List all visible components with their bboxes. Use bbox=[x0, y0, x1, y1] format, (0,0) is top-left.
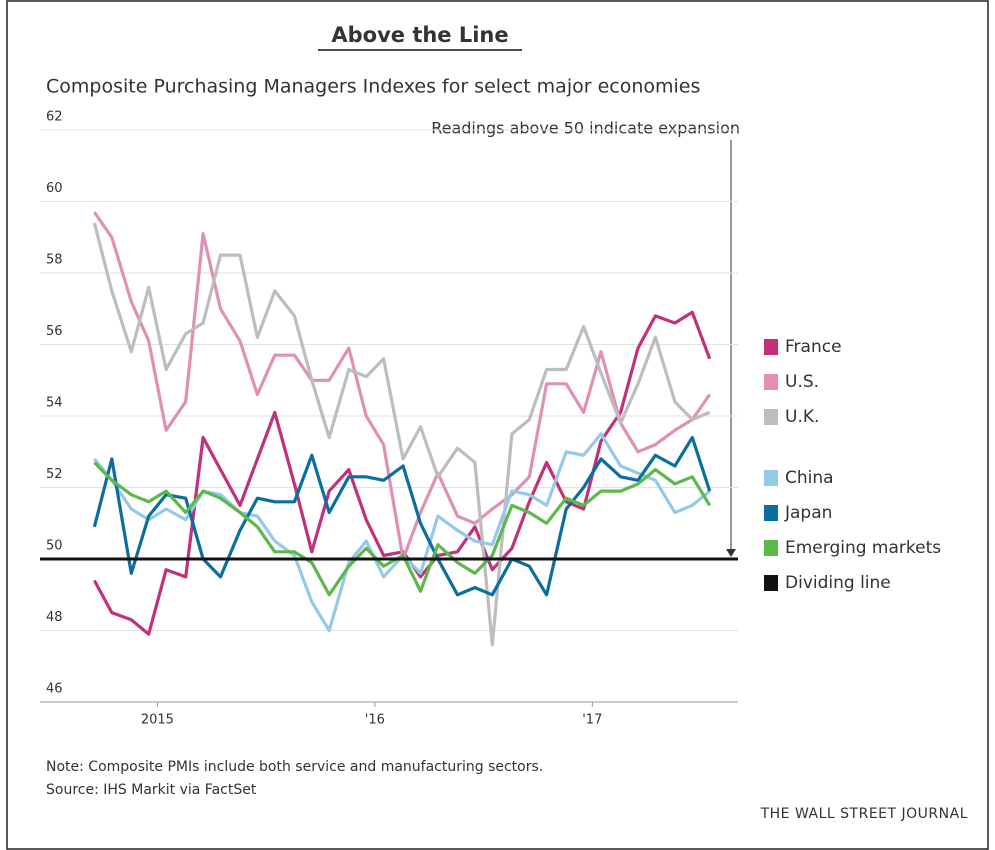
legend-label: U.S. bbox=[785, 372, 819, 392]
frame bbox=[6, 0, 989, 850]
source: Source: IHS Markit via FactSet bbox=[46, 782, 257, 798]
legend-swatch bbox=[764, 409, 778, 425]
legend-swatch bbox=[764, 575, 778, 591]
y-tick-label: 56 bbox=[46, 324, 63, 339]
note: Note: Composite PMIs include both servic… bbox=[46, 759, 543, 775]
x-tick-label: '16 bbox=[365, 713, 385, 728]
annotation-arrowhead bbox=[726, 549, 736, 557]
chart-title: Above the Line bbox=[331, 23, 508, 47]
legend-swatch bbox=[764, 540, 778, 556]
legend-label: U.K. bbox=[785, 407, 819, 427]
y-tick-label: 62 bbox=[46, 110, 63, 125]
legend-label: Emerging markets bbox=[785, 538, 941, 558]
series-line bbox=[92, 435, 712, 597]
x-tick-label: '17 bbox=[582, 713, 602, 728]
legend-label: Dividing line bbox=[785, 573, 891, 593]
series-line bbox=[92, 222, 711, 647]
credit: THE WALL STREET JOURNAL bbox=[760, 806, 968, 822]
y-tick-label: 48 bbox=[46, 610, 63, 625]
legend-label: China bbox=[785, 468, 834, 488]
legend-swatch bbox=[764, 505, 778, 521]
y-tick-label: 46 bbox=[46, 682, 63, 697]
x-tick-label: 2015 bbox=[141, 713, 174, 728]
legend-label: France bbox=[785, 337, 842, 357]
legend-swatch bbox=[764, 374, 778, 390]
annotation: Readings above 50 indicate expansion bbox=[431, 119, 740, 138]
legend-swatch bbox=[764, 339, 778, 355]
y-tick-label: 52 bbox=[46, 467, 63, 482]
legend-label: Japan bbox=[784, 503, 832, 523]
chart-subtitle: Composite Purchasing Managers Indexes fo… bbox=[46, 76, 700, 98]
y-tick-label: 60 bbox=[46, 181, 63, 196]
series-line bbox=[93, 461, 712, 597]
series-line bbox=[93, 432, 711, 633]
legend-swatch bbox=[764, 470, 778, 486]
y-tick-label: 58 bbox=[46, 253, 63, 268]
y-tick-label: 54 bbox=[46, 396, 63, 411]
y-tick-label: 50 bbox=[46, 539, 63, 554]
